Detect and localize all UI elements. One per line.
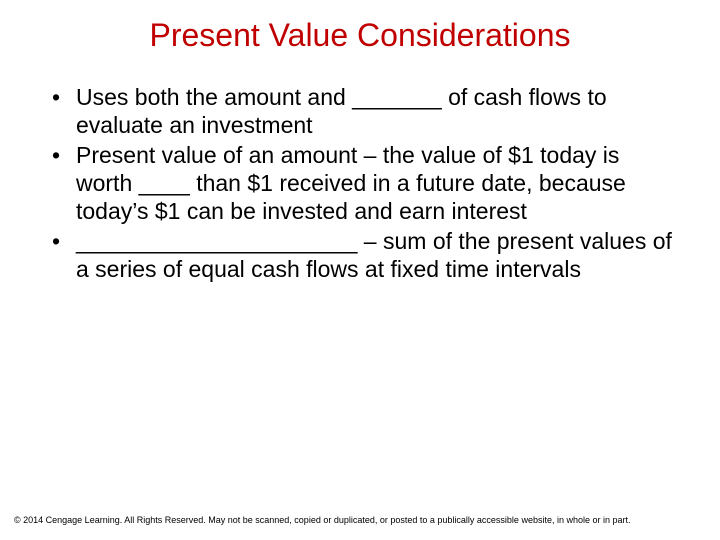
slide-body: Uses both the amount and _______ of cash… xyxy=(0,53,720,283)
slide: Present Value Considerations Uses both t… xyxy=(0,0,720,540)
bullet-item: Uses both the amount and _______ of cash… xyxy=(48,83,672,139)
bullet-list: Uses both the amount and _______ of cash… xyxy=(48,83,672,283)
bullet-item: Present value of an amount – the value o… xyxy=(48,141,672,225)
bullet-item: ______________________ – sum of the pres… xyxy=(48,227,672,283)
copyright-footer: © 2014 Cengage Learning. All Rights Rese… xyxy=(0,515,720,526)
slide-title: Present Value Considerations xyxy=(0,0,720,53)
